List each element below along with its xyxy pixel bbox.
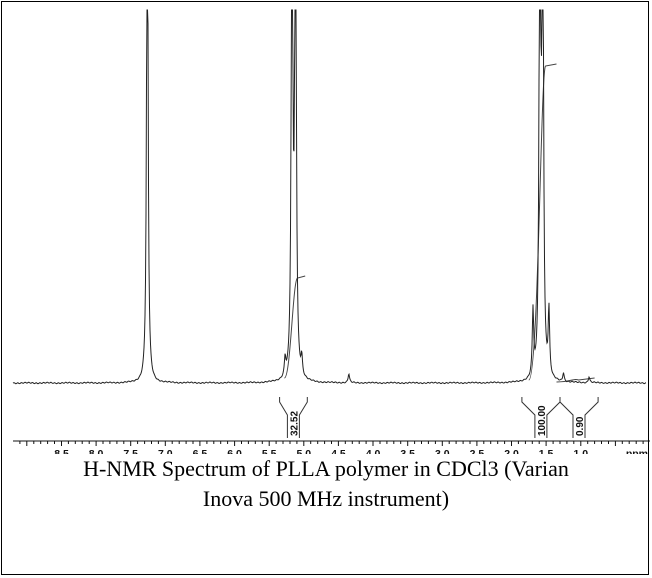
- x-tick-label: 7.0: [158, 448, 173, 454]
- x-tick-label: 4.0: [366, 448, 381, 454]
- x-tick-label: 8.5: [54, 448, 69, 454]
- integral-label-3: 0.90: [575, 416, 586, 436]
- x-tick-label: 8.0: [89, 448, 104, 454]
- spectrum-trace: [12, 9, 647, 385]
- integral-bracket-3: [559, 397, 599, 438]
- integral-label-2: 100.00: [537, 405, 548, 436]
- caption-line-2: Inova 500 MHz instrument): [202, 486, 450, 511]
- integral-brackets: 32.52 100.00 0.90: [279, 397, 599, 438]
- x-tick-label: 3.5: [400, 448, 415, 454]
- x-tick-label: 1.5: [539, 448, 554, 454]
- x-tick-label: 2.5: [470, 448, 485, 454]
- x-tick-label: 1.0: [573, 448, 588, 454]
- x-unit-label: ppm: [626, 448, 648, 454]
- integral-curve-2: [528, 63, 557, 381]
- caption-line-1: H-NMR Spectrum of PLLA polymer in CDCl3 …: [83, 456, 569, 481]
- integral-label-1: 32.52: [289, 411, 300, 436]
- figure-caption: H-NMR Spectrum of PLLA polymer in CDCl3 …: [2, 454, 650, 514]
- integral-bracket-1: [279, 397, 308, 438]
- integral-curve-1: [283, 275, 306, 379]
- x-tick-label: 6.0: [227, 448, 242, 454]
- x-tick-label: 2.0: [504, 448, 519, 454]
- x-tick-label: 4.5: [331, 448, 346, 454]
- x-tick-label: 5.5: [262, 448, 277, 454]
- integral-curve-3: [556, 377, 595, 383]
- x-tick-label: 5.0: [296, 448, 311, 454]
- x-tick-label: 7.5: [123, 448, 138, 454]
- x-tick-label: 3.0: [435, 448, 450, 454]
- x-axis: 8.5 8.0 7.5 7.0 6.5 6.0 5.5 5.0 4.5 4.0 3.5 3.0 2.5 2…: [13, 440, 650, 454]
- nmr-spectrum-chart: 32.52 100.00 0.90 8.5 8.0 7.5 7.0 6.5 6.0 5.5 5.0…: [12, 9, 650, 454]
- x-tick-label: 6.5: [193, 448, 208, 454]
